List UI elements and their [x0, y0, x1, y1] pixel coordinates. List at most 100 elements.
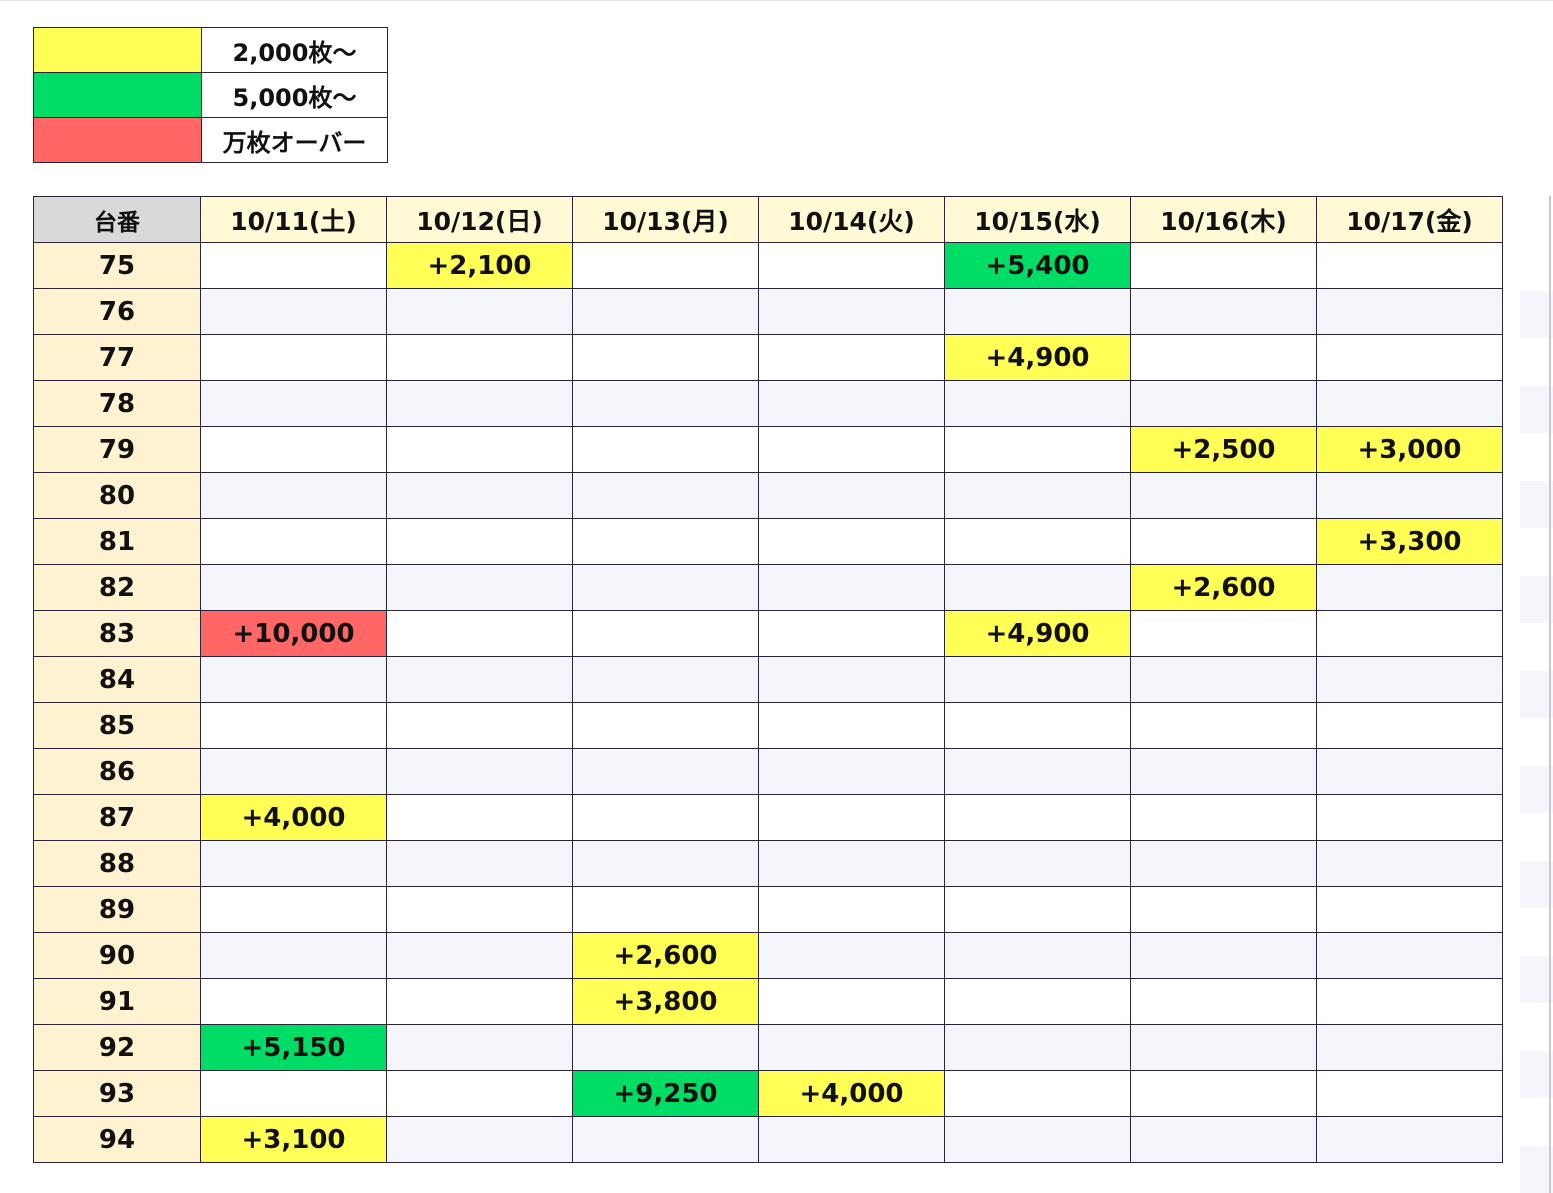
payout-cell[interactable]: +9,250: [572, 1070, 759, 1117]
payout-cell[interactable]: [572, 886, 759, 933]
payout-cell[interactable]: [1130, 656, 1317, 703]
payout-cell[interactable]: [944, 656, 1131, 703]
payout-cell[interactable]: [1130, 1024, 1317, 1071]
payout-cell[interactable]: [1316, 610, 1503, 657]
payout-cell[interactable]: [572, 748, 759, 795]
payout-cell[interactable]: [386, 610, 573, 657]
machine-number-cell[interactable]: 87: [33, 794, 201, 841]
payout-cell[interactable]: [572, 840, 759, 887]
machine-number-cell[interactable]: 76: [33, 288, 201, 335]
payout-cell[interactable]: [944, 932, 1131, 979]
payout-cell[interactable]: [758, 1116, 945, 1163]
payout-cell[interactable]: [1130, 334, 1317, 381]
payout-cell[interactable]: [758, 932, 945, 979]
header-date[interactable]: 10/15(水): [944, 196, 1131, 243]
payout-cell[interactable]: [200, 932, 387, 979]
payout-cell[interactable]: [200, 840, 387, 887]
payout-cell[interactable]: [386, 748, 573, 795]
payout-cell[interactable]: [1316, 656, 1503, 703]
payout-cell[interactable]: [944, 426, 1131, 473]
payout-cell[interactable]: [944, 840, 1131, 887]
payout-cell[interactable]: [572, 610, 759, 657]
machine-number-cell[interactable]: 80: [33, 472, 201, 519]
payout-cell[interactable]: [758, 242, 945, 289]
payout-cell[interactable]: [386, 702, 573, 749]
payout-cell[interactable]: [200, 380, 387, 427]
payout-cell[interactable]: [386, 932, 573, 979]
payout-cell[interactable]: [1130, 840, 1317, 887]
machine-number-cell[interactable]: 77: [33, 334, 201, 381]
payout-cell[interactable]: [386, 472, 573, 519]
payout-cell[interactable]: [386, 656, 573, 703]
header-machine-number[interactable]: 台番: [33, 196, 201, 243]
payout-cell[interactable]: [1316, 748, 1503, 795]
payout-cell[interactable]: [200, 886, 387, 933]
payout-cell[interactable]: +10,000: [200, 610, 387, 657]
header-date[interactable]: 10/14(火): [758, 196, 945, 243]
machine-number-cell[interactable]: 75: [33, 242, 201, 289]
payout-cell[interactable]: [200, 564, 387, 611]
payout-cell[interactable]: [758, 472, 945, 519]
payout-cell[interactable]: [944, 1070, 1131, 1117]
payout-cell[interactable]: [1316, 978, 1503, 1025]
payout-cell[interactable]: [1130, 1116, 1317, 1163]
machine-number-cell[interactable]: 78: [33, 380, 201, 427]
payout-cell[interactable]: [944, 794, 1131, 841]
payout-cell[interactable]: [758, 1024, 945, 1071]
payout-cell[interactable]: +2,600: [572, 932, 759, 979]
payout-cell[interactable]: [572, 472, 759, 519]
payout-cell[interactable]: [572, 656, 759, 703]
payout-cell[interactable]: [1130, 610, 1317, 657]
payout-cell[interactable]: [1316, 1116, 1503, 1163]
machine-number-cell[interactable]: 84: [33, 656, 201, 703]
payout-cell[interactable]: [386, 886, 573, 933]
payout-cell[interactable]: [1316, 564, 1503, 611]
payout-cell[interactable]: [1130, 518, 1317, 565]
payout-cell[interactable]: [200, 656, 387, 703]
payout-cell[interactable]: [944, 564, 1131, 611]
payout-cell[interactable]: [1316, 1070, 1503, 1117]
payout-cell[interactable]: [200, 748, 387, 795]
payout-cell[interactable]: [572, 1116, 759, 1163]
machine-number-cell[interactable]: 81: [33, 518, 201, 565]
payout-cell[interactable]: [758, 288, 945, 335]
payout-cell[interactable]: +3,100: [200, 1116, 387, 1163]
machine-number-cell[interactable]: 85: [33, 702, 201, 749]
payout-cell[interactable]: [200, 702, 387, 749]
payout-cell[interactable]: [200, 472, 387, 519]
payout-cell[interactable]: [1130, 932, 1317, 979]
payout-cell[interactable]: [1130, 472, 1317, 519]
payout-cell[interactable]: [944, 518, 1131, 565]
payout-cell[interactable]: +2,600: [1130, 564, 1317, 611]
machine-number-cell[interactable]: 82: [33, 564, 201, 611]
payout-cell[interactable]: [1316, 242, 1503, 289]
payout-cell[interactable]: [572, 380, 759, 427]
header-date[interactable]: 10/16(木): [1130, 196, 1317, 243]
payout-cell[interactable]: +5,150: [200, 1024, 387, 1071]
payout-cell[interactable]: [200, 288, 387, 335]
header-date[interactable]: 10/17(金): [1316, 196, 1503, 243]
payout-cell[interactable]: +4,000: [758, 1070, 945, 1117]
payout-cell[interactable]: [572, 794, 759, 841]
payout-cell[interactable]: +4,900: [944, 610, 1131, 657]
payout-cell[interactable]: [944, 702, 1131, 749]
payout-cell[interactable]: [1316, 840, 1503, 887]
machine-number-cell[interactable]: 89: [33, 886, 201, 933]
payout-cell[interactable]: [572, 334, 759, 381]
payout-cell[interactable]: [758, 840, 945, 887]
payout-cell[interactable]: [1130, 242, 1317, 289]
payout-cell[interactable]: [386, 564, 573, 611]
payout-cell[interactable]: [1130, 288, 1317, 335]
payout-cell[interactable]: [944, 380, 1131, 427]
payout-cell[interactable]: [758, 426, 945, 473]
payout-cell[interactable]: [572, 518, 759, 565]
payout-cell[interactable]: +5,400: [944, 242, 1131, 289]
payout-cell[interactable]: [1316, 334, 1503, 381]
machine-number-cell[interactable]: 88: [33, 840, 201, 887]
payout-cell[interactable]: [200, 978, 387, 1025]
payout-cell[interactable]: [1130, 702, 1317, 749]
payout-cell[interactable]: [1130, 978, 1317, 1025]
payout-cell[interactable]: [386, 794, 573, 841]
payout-cell[interactable]: [200, 334, 387, 381]
machine-number-cell[interactable]: 94: [33, 1116, 201, 1163]
